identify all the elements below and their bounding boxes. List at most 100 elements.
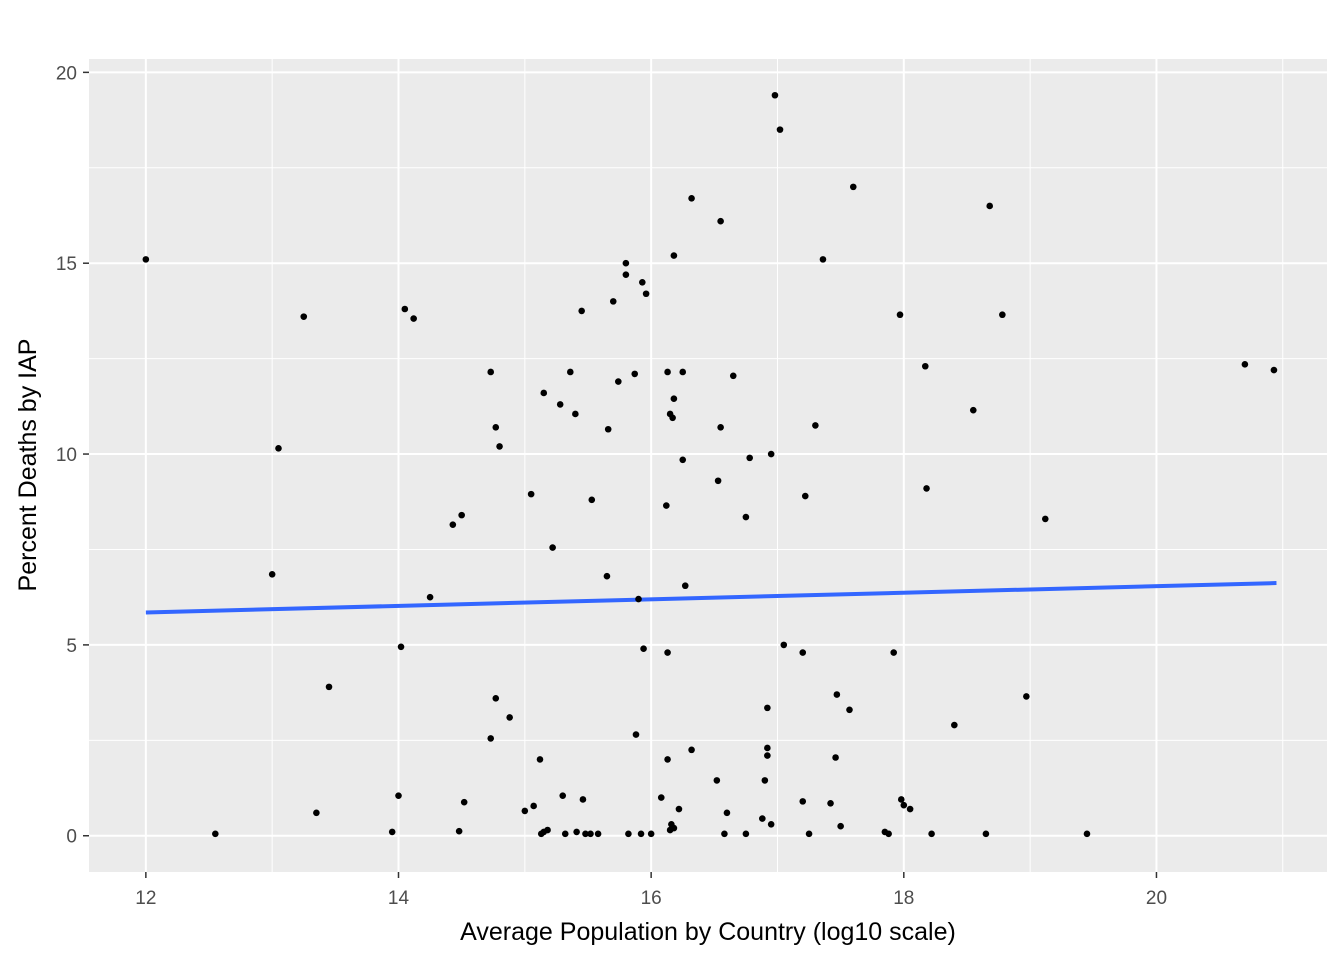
data-point xyxy=(742,830,750,838)
data-point xyxy=(561,830,569,838)
data-point xyxy=(764,704,771,712)
data-point xyxy=(615,378,622,385)
data-point xyxy=(521,807,529,815)
x-axis-title: Average Population by Country (log10 sca… xyxy=(460,918,956,946)
data-point xyxy=(764,744,771,752)
y-tick-label: 15 xyxy=(56,254,77,275)
data-point xyxy=(799,798,807,805)
data-point xyxy=(890,649,897,656)
data-point xyxy=(846,706,853,714)
data-point xyxy=(573,828,580,836)
minor-gridlines xyxy=(89,59,1327,872)
data-point xyxy=(746,454,753,462)
data-point xyxy=(536,756,544,763)
data-point xyxy=(776,126,784,133)
data-point xyxy=(579,796,587,803)
data-point xyxy=(492,424,500,431)
data-point xyxy=(1083,830,1091,838)
y-axis-title: Percent Deaths by IAP xyxy=(14,339,42,592)
data-point xyxy=(928,830,935,838)
x-tick-label: 14 xyxy=(388,888,410,909)
data-point xyxy=(799,649,807,656)
y-tick-label: 0 xyxy=(66,827,77,848)
data-point xyxy=(496,443,503,450)
data-point xyxy=(759,815,766,822)
data-point xyxy=(549,544,556,551)
data-point xyxy=(609,298,617,305)
data-point xyxy=(951,721,958,729)
data-point xyxy=(540,389,548,397)
data-point xyxy=(604,425,612,433)
data-point xyxy=(325,683,333,691)
data-point xyxy=(559,792,567,799)
data-point xyxy=(594,830,602,838)
data-point xyxy=(578,307,585,315)
data-point xyxy=(679,456,687,464)
y-tick-label: 5 xyxy=(66,636,77,657)
data-point xyxy=(642,290,650,298)
data-point xyxy=(906,805,914,813)
data-point xyxy=(780,641,788,649)
data-point xyxy=(714,477,722,485)
data-point xyxy=(921,362,929,370)
data-point xyxy=(455,827,463,835)
data-point xyxy=(567,368,574,376)
data-point xyxy=(805,830,813,838)
data-point xyxy=(713,777,721,784)
data-point xyxy=(401,305,409,313)
data-point xyxy=(388,828,396,836)
data-point xyxy=(622,271,630,278)
data-point xyxy=(885,830,892,838)
data-point xyxy=(767,820,775,828)
data-point xyxy=(681,582,689,590)
data-point xyxy=(664,756,671,763)
data-point xyxy=(663,502,670,509)
data-point xyxy=(664,368,671,376)
data-point xyxy=(212,830,219,838)
data-point xyxy=(669,414,676,422)
data-point xyxy=(275,445,282,452)
data-point xyxy=(410,315,417,322)
data-point xyxy=(603,572,611,580)
data-point xyxy=(812,422,819,429)
data-point xyxy=(637,830,645,838)
data-point xyxy=(717,424,724,431)
data-point xyxy=(1241,361,1249,368)
data-point xyxy=(639,278,646,286)
data-point xyxy=(670,824,678,832)
data-point xyxy=(572,410,579,418)
data-point xyxy=(982,830,990,838)
data-point xyxy=(832,754,839,761)
data-point xyxy=(837,822,844,830)
data-point xyxy=(923,485,930,492)
data-point xyxy=(999,311,1006,319)
data-point xyxy=(717,217,724,225)
data-point xyxy=(395,792,402,799)
data-point xyxy=(679,368,687,376)
data-point xyxy=(801,492,809,500)
y-tick-label: 10 xyxy=(56,445,77,466)
data-point xyxy=(622,259,630,267)
x-tick-label: 12 xyxy=(135,888,156,909)
data-point xyxy=(764,752,771,759)
plot-panel xyxy=(89,59,1327,872)
data-point xyxy=(767,450,775,458)
data-point xyxy=(530,802,537,810)
data-point xyxy=(670,252,678,259)
data-point xyxy=(657,794,665,801)
data-point xyxy=(896,311,904,319)
data-point xyxy=(670,395,678,403)
data-point xyxy=(900,801,908,809)
data-point xyxy=(632,731,640,738)
x-tick-label: 20 xyxy=(1146,888,1167,909)
axis-ticks xyxy=(83,71,1158,878)
data-point xyxy=(742,513,750,521)
data-point xyxy=(487,735,495,742)
data-point xyxy=(449,521,457,528)
data-point xyxy=(771,91,779,99)
data-point xyxy=(582,830,589,838)
data-point xyxy=(761,777,769,784)
data-point xyxy=(631,370,639,378)
y-tick-labels: 0 5 10 15 20 xyxy=(56,63,77,847)
